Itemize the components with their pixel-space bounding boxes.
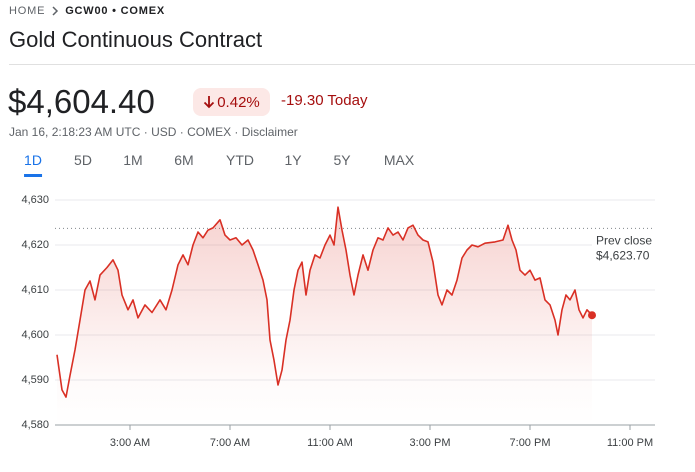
y-tick-label: 4,620 [21, 239, 49, 251]
down-arrow-icon [204, 96, 215, 109]
range-tab[interactable]: YTD [226, 152, 254, 168]
price-line [56, 206, 593, 398]
range-tab[interactable]: 5Y [333, 152, 351, 168]
change-badge: 0.42% [193, 88, 270, 116]
prev-close-value: $4,623.70 [596, 249, 650, 263]
range-tab[interactable]: 1M [123, 152, 143, 168]
info: Jan 16, 2:18:23 AM UTC · USD · COMEX · D… [9, 125, 298, 139]
change-percent: 0.42% [217, 93, 260, 111]
prev-close-bg [592, 233, 658, 264]
divider [9, 64, 695, 65]
x-tick-label: 7:00 PM [510, 437, 551, 449]
y-tick-label: 4,600 [21, 329, 49, 341]
y-tick-label: 4,630 [21, 194, 49, 206]
breadcrumb: HOME GCW00 • COMEX [9, 5, 165, 17]
y-tick-label: 4,590 [21, 374, 49, 386]
chevron-icon [52, 6, 59, 16]
title: Gold Continuous Contract [9, 27, 263, 52]
range-tab[interactable]: 5D [74, 152, 92, 168]
breadcrumb-home[interactable]: HOME [9, 5, 46, 17]
x-tick-label: 11:00 AM [307, 437, 353, 449]
range-tab[interactable]: 6M [174, 152, 194, 168]
range-tab[interactable]: 1D [24, 152, 42, 177]
range-tab[interactable]: MAX [383, 152, 415, 168]
last-point [588, 311, 596, 320]
range-tab[interactable]: 1Y [284, 152, 302, 168]
prev-close-label: Prev close [596, 234, 652, 248]
x-tick-label: 3:00 AM [110, 437, 150, 449]
change: -19.30 Today [281, 92, 368, 109]
y-tick-label: 4,610 [21, 284, 49, 296]
area [57, 207, 592, 425]
y-tick-label: 4,580 [21, 419, 49, 431]
x-tick-label: 7:00 AM [210, 437, 250, 449]
x-tick-label: 3:00 PM [410, 437, 451, 449]
breadcrumb-symbol[interactable]: GCW00 • COMEX [65, 5, 166, 17]
x-tick-label: 11:00 PM [607, 437, 653, 449]
price: $4,604.40 [8, 83, 155, 120]
